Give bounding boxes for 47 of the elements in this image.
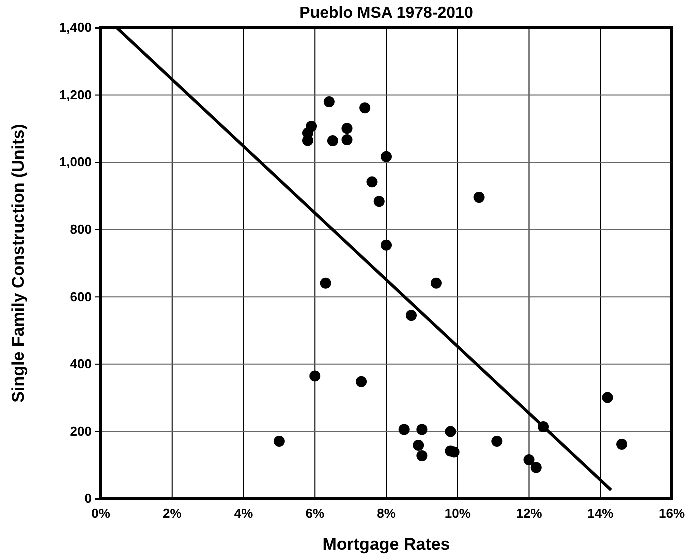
point bbox=[530, 462, 542, 474]
x-tick-label: 2% bbox=[162, 506, 182, 522]
x-tick-label: 0% bbox=[92, 506, 111, 522]
x-tick-label: 8% bbox=[377, 506, 396, 522]
point bbox=[474, 192, 485, 204]
x-tick-label: 14% bbox=[588, 506, 614, 522]
point bbox=[366, 176, 378, 188]
x-tick-label: 4% bbox=[234, 506, 254, 522]
x-tick-label: 10% bbox=[444, 506, 472, 522]
y-tick-label: 400 bbox=[70, 356, 92, 372]
x-tick-label: 12% bbox=[516, 506, 543, 522]
point bbox=[342, 134, 353, 146]
chart-title: Pueblo MSA 1978-2010 bbox=[300, 5, 474, 22]
point bbox=[445, 426, 456, 438]
point bbox=[416, 450, 428, 462]
y-tick-label: 800 bbox=[70, 222, 92, 238]
point bbox=[356, 376, 368, 388]
y-tick-label: 200 bbox=[70, 424, 92, 439]
y-tick-label: 1,000 bbox=[59, 154, 92, 170]
point bbox=[398, 424, 410, 436]
point bbox=[274, 436, 285, 447]
point bbox=[616, 439, 628, 450]
point bbox=[413, 440, 424, 451]
point bbox=[381, 151, 392, 162]
x-axis-title: Mortgage Rates bbox=[322, 535, 450, 554]
y-tick-label: 1,200 bbox=[59, 87, 92, 102]
point bbox=[320, 278, 332, 289]
point bbox=[327, 136, 338, 147]
x-tick-label: 6% bbox=[306, 506, 325, 522]
point bbox=[602, 392, 614, 404]
point bbox=[342, 123, 353, 134]
y-tick-label: 1,400 bbox=[59, 20, 92, 36]
point bbox=[310, 370, 321, 382]
point bbox=[416, 424, 428, 436]
point bbox=[324, 96, 335, 108]
point bbox=[381, 240, 392, 251]
point bbox=[306, 121, 318, 132]
point bbox=[524, 454, 535, 466]
y-tick-label: 600 bbox=[70, 289, 92, 304]
point bbox=[430, 278, 442, 289]
y-tick-label: 0 bbox=[84, 491, 92, 506]
x-tick-label: 16% bbox=[658, 506, 686, 522]
point bbox=[360, 102, 371, 114]
y-axis-title: Single Family Construction (Units) bbox=[9, 124, 28, 403]
point bbox=[374, 196, 385, 208]
point bbox=[406, 310, 417, 322]
point bbox=[492, 436, 503, 447]
